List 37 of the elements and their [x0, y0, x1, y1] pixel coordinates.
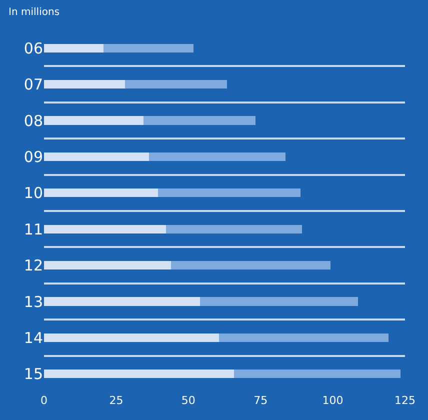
y-tick-label: 07 — [24, 76, 43, 94]
y-tick-label: 09 — [24, 148, 43, 166]
y-tick-label: 13 — [24, 292, 43, 311]
bar — [44, 44, 104, 52]
bar — [200, 297, 358, 306]
bar — [44, 116, 144, 125]
bar — [166, 224, 302, 234]
x-tick-label: 0 — [40, 394, 48, 407]
bar — [103, 44, 194, 52]
y-tick-label: 11 — [24, 220, 43, 238]
y-tick-label: 08 — [24, 112, 43, 130]
bar — [44, 188, 158, 198]
bar — [149, 152, 286, 162]
y-tick-label: 15 — [24, 365, 43, 384]
x-tick-label: 25 — [109, 394, 124, 407]
bar — [44, 333, 220, 342]
bar — [219, 333, 388, 342]
bar — [124, 80, 228, 89]
bar — [144, 116, 256, 125]
bar — [170, 260, 330, 270]
bar — [234, 370, 401, 378]
y-tick-label: 06 — [24, 39, 43, 58]
x-tick-label: 75 — [254, 394, 268, 407]
chart-title: In millions — [8, 7, 60, 18]
bar — [44, 297, 200, 306]
x-tick-label: 125 — [394, 394, 416, 407]
bar — [44, 370, 234, 378]
y-tick-label: 10 — [24, 184, 43, 202]
x-tick-label: 50 — [181, 394, 196, 407]
bar — [44, 260, 171, 270]
bar — [44, 224, 166, 234]
bar — [44, 80, 125, 89]
y-tick-label: 14 — [24, 328, 43, 347]
bar — [44, 152, 150, 162]
bar — [158, 188, 301, 198]
y-tick-label: 12 — [24, 256, 43, 275]
x-tick-label: 100 — [322, 394, 344, 407]
